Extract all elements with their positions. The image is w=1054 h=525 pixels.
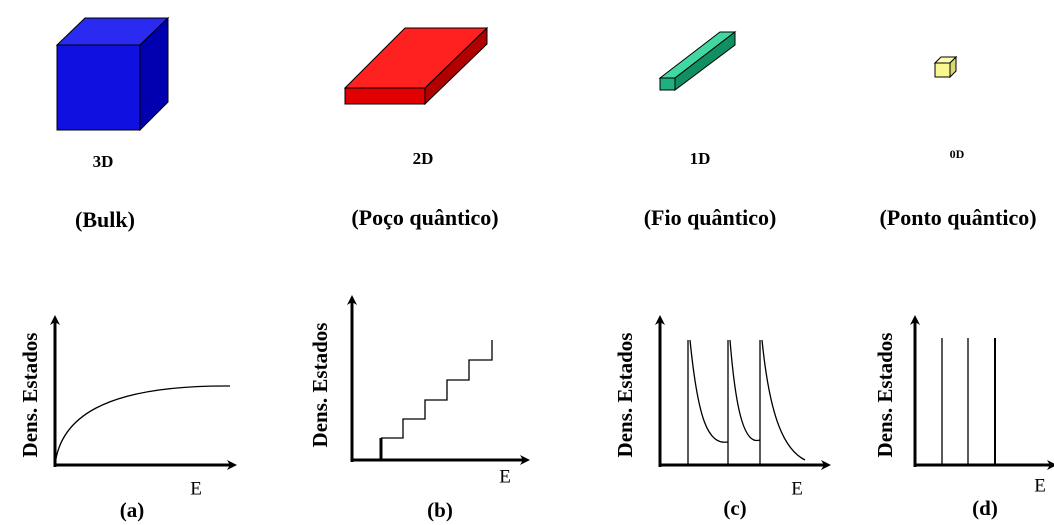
- y-axis-label: Dens. Estados: [18, 333, 42, 458]
- x-axis-label: E: [499, 466, 511, 487]
- structure-name: (Ponto quântico): [879, 205, 1036, 230]
- dimension-label: 3D: [93, 152, 114, 171]
- dimension-label: 1D: [690, 149, 711, 168]
- structure-name: (Fio quântico): [644, 205, 777, 230]
- quantum-wire-rod: [658, 30, 737, 91]
- y-axis-label: Dens. Estados: [613, 333, 637, 458]
- dos-graph-b: Dens. Estados E (b): [308, 295, 530, 522]
- panel-label: (d): [972, 496, 998, 520]
- dimension-label: 2D: [413, 149, 434, 168]
- x-axis-label: E: [791, 478, 803, 499]
- dos-graph-d: Dens. Estados E (d): [873, 315, 1054, 520]
- structure-name: (Bulk): [75, 207, 135, 232]
- panel-label: (c): [723, 496, 746, 520]
- dos-graph-a: Dens. Estados E (a): [18, 315, 237, 522]
- x-axis-label: E: [1034, 475, 1046, 496]
- dos-graph-c: Dens. Estados E (c): [613, 315, 831, 520]
- dimension-label: 0D: [950, 147, 965, 161]
- panel-label: (a): [120, 498, 145, 522]
- quantum-dot-cube: [933, 55, 958, 79]
- x-axis-label: E: [190, 478, 202, 499]
- panel-label: (b): [427, 498, 453, 522]
- bulk-cube: [55, 16, 170, 132]
- quantum-well-slab: [343, 26, 489, 106]
- y-axis-label: Dens. Estados: [873, 333, 897, 458]
- structure-name: (Poço quântico): [351, 205, 498, 230]
- y-axis-label: Dens. Estados: [308, 323, 332, 448]
